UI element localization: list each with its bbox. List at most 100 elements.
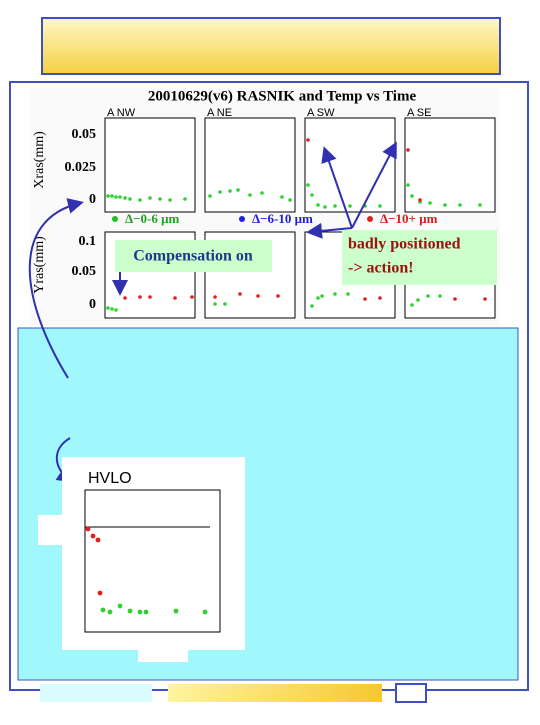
dot	[288, 198, 292, 202]
dot	[316, 203, 320, 207]
dot	[410, 194, 414, 198]
dot	[123, 296, 127, 300]
dot	[248, 193, 252, 197]
footer-box	[395, 683, 427, 703]
dot	[418, 198, 422, 202]
dot	[316, 296, 320, 300]
dot	[378, 296, 382, 300]
dot	[443, 203, 447, 207]
dot	[143, 609, 149, 615]
dot	[218, 190, 222, 194]
dot	[276, 294, 280, 298]
tick-label: 0.05	[72, 127, 97, 142]
callout: -> action!	[348, 260, 414, 277]
dot	[114, 195, 118, 199]
dot	[106, 306, 110, 310]
dot	[118, 195, 122, 199]
dot	[95, 537, 101, 543]
legend-dot	[367, 216, 373, 222]
dot	[438, 294, 442, 298]
dot	[363, 297, 367, 301]
dot	[378, 204, 382, 208]
dot	[123, 196, 127, 200]
dot	[483, 297, 487, 301]
dot	[346, 292, 350, 296]
dot	[137, 609, 143, 615]
hvlo-label: HVLO	[88, 470, 132, 487]
dot	[256, 294, 260, 298]
dot	[190, 295, 194, 299]
dot	[208, 194, 212, 198]
panel-label: A SW	[307, 107, 335, 119]
tick-label: 0.025	[65, 160, 97, 175]
panel	[304, 117, 396, 213]
dot	[100, 607, 106, 613]
dot	[110, 307, 114, 311]
dot	[453, 297, 457, 301]
dot	[333, 204, 337, 208]
title-box	[41, 17, 501, 75]
axis-label: Yras(mm)	[32, 236, 47, 294]
dot	[117, 603, 123, 609]
dot	[138, 198, 142, 202]
dot	[410, 303, 414, 307]
dot	[110, 194, 114, 198]
callout: Compensation on	[133, 248, 253, 265]
axis-label: Xras(mm)	[32, 131, 47, 189]
dot	[406, 148, 410, 152]
dot	[173, 296, 177, 300]
dot	[106, 194, 110, 198]
dot	[148, 295, 152, 299]
tick-label: 0.1	[79, 234, 97, 249]
dot	[97, 590, 103, 596]
dot	[213, 295, 217, 299]
dot	[306, 138, 310, 142]
legend-dot	[112, 216, 118, 222]
callout-box	[342, 230, 497, 285]
dot	[428, 201, 432, 205]
dot	[458, 203, 462, 207]
legend-entry: Δ−10+ μm	[380, 211, 438, 226]
tick-label: 0	[89, 297, 96, 312]
dot	[128, 197, 132, 201]
dot	[310, 304, 314, 308]
plot-title: 20010629(v6) RASNIK and Temp vs Time	[148, 88, 417, 104]
footer-box	[40, 684, 152, 702]
dot	[85, 526, 91, 532]
dot	[158, 197, 162, 201]
dot	[228, 189, 232, 193]
footer-bar	[168, 684, 382, 702]
panel	[404, 117, 496, 213]
dot	[236, 188, 240, 192]
dot	[320, 294, 324, 298]
dot	[238, 292, 242, 296]
dot	[280, 195, 284, 199]
dot	[223, 302, 227, 306]
callout: badly positioned	[348, 236, 461, 253]
dot	[173, 608, 179, 614]
dot	[333, 292, 337, 296]
panel-label: A SE	[407, 107, 431, 119]
legend-dot	[239, 216, 245, 222]
legend-entry: Δ−0-6 μm	[125, 211, 180, 226]
dot	[168, 198, 172, 202]
dot	[426, 294, 430, 298]
dot	[202, 609, 208, 615]
dot	[323, 205, 327, 209]
arrows	[28, 141, 397, 483]
tick-label: 0	[89, 192, 96, 207]
dot	[90, 533, 96, 539]
dot	[406, 183, 410, 187]
panel-label: A NW	[107, 107, 136, 119]
dot	[138, 295, 142, 299]
dot	[114, 308, 118, 312]
dot	[183, 197, 187, 201]
dot	[348, 204, 352, 208]
dot	[213, 302, 217, 306]
callout-box	[115, 240, 272, 272]
dot	[148, 196, 152, 200]
hvlo-frame	[84, 489, 221, 633]
hvlo-box	[38, 457, 245, 662]
dot	[310, 193, 314, 197]
